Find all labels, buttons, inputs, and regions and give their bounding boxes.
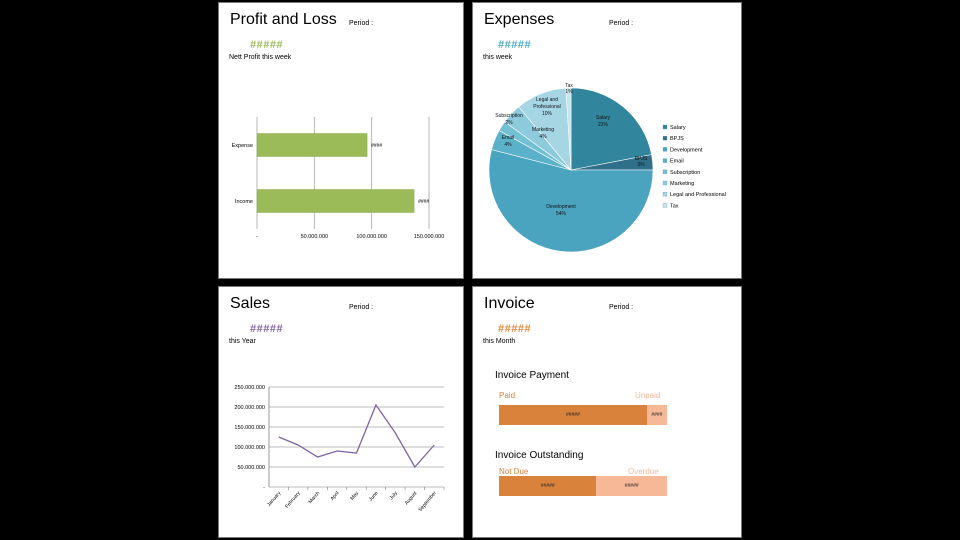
invoice-overdue-label: Overdue — [628, 467, 659, 476]
profit-loss-period-label: Period : — [349, 20, 374, 27]
invoice-payment-bar: ##### #### — [499, 405, 667, 425]
pie-slice — [570, 87, 652, 171]
line-x-tick-label: February — [284, 490, 302, 510]
pie-slice — [488, 149, 654, 253]
expenses-panel: Expenses Period : ##### this week Salary… — [472, 2, 742, 279]
legend-entry: Development — [670, 147, 703, 153]
legend-swatch — [662, 158, 668, 163]
legend-swatch — [662, 192, 668, 197]
sales-value: ##### — [250, 323, 284, 335]
pie-percent-label: 22% — [598, 122, 609, 128]
bar-data-label: #### — [418, 199, 429, 205]
line-y-tick-label: 150.000.000 — [234, 425, 265, 431]
sales-series-line — [278, 403, 435, 469]
invoice-overdue-segment: ##### — [596, 476, 667, 496]
legend-entry: Tax — [670, 203, 679, 209]
invoice-paid-segment: ##### — [499, 405, 647, 425]
legend-entry: Legal and Professional — [670, 192, 726, 198]
line-x-tick-label: May — [349, 490, 360, 501]
legend-swatch — [662, 136, 668, 141]
pie-percent-label: 4% — [539, 134, 547, 140]
legend-entry: Subscription — [670, 170, 700, 176]
invoice-title: Invoice — [484, 295, 535, 312]
bar-expense — [256, 133, 368, 157]
bar-category-label: Income — [235, 199, 253, 205]
bar-data-label: #### — [371, 143, 382, 149]
pie-percent-label: 4% — [504, 142, 512, 148]
expenses-subtitle: this week — [483, 54, 513, 61]
line-y-tick-label: 200.000.000 — [234, 405, 265, 411]
line-x-tick-label: January — [266, 490, 282, 508]
profit-loss-value: ##### — [250, 39, 284, 51]
sales-title: Sales — [230, 295, 271, 312]
legend-swatch — [662, 203, 668, 208]
line-x-tick-label: August — [404, 490, 419, 506]
invoice-payment-title: Invoice Payment — [495, 370, 569, 381]
expenses-value: ##### — [498, 39, 532, 51]
bar-x-tick-label: 100.000.000 — [356, 234, 387, 240]
bar-income — [256, 189, 415, 213]
legend-swatch — [662, 169, 668, 174]
line-x-tick-label: September — [417, 490, 438, 513]
pie-slice-label: Development — [546, 204, 576, 210]
pie-percent-label: 54% — [556, 211, 567, 217]
line-x-tick-label: June — [368, 490, 380, 502]
sales-period-label: Period : — [349, 304, 374, 311]
pie-slice-label: Email — [502, 135, 515, 141]
line-y-tick-label: - — [263, 485, 265, 491]
profit-loss-bar-chart: - 50.000.000 100.000.000 150.000.000 Expense… — [232, 117, 445, 240]
invoice-outstanding-title: Invoice Outstanding — [495, 450, 584, 461]
invoice-unpaid-segment: #### — [646, 405, 667, 425]
expenses-pie-chart: Salary22%BPJS3%Development54%Email4%Subs… — [488, 83, 726, 253]
legend-entry: BPJS — [670, 136, 684, 142]
sales-line-chart: - 50.000.000 100.000.000 150.000.000 200.000… — [234, 385, 445, 513]
line-x-tick-label: March — [308, 490, 322, 505]
invoice-period-label: Period : — [609, 304, 634, 311]
profit-loss-title: Profit and Loss — [230, 11, 337, 28]
expenses-title: Expenses — [484, 11, 555, 28]
pie-slice-label: Professional — [533, 104, 561, 110]
invoice-unpaid-label: Unpaid — [635, 391, 661, 400]
expenses-period-label: Period : — [609, 20, 634, 27]
profit-loss-panel: Profit and Loss Period : ##### Nett Prof… — [218, 2, 464, 279]
pie-percent-label: 2% — [505, 120, 513, 126]
legend-entry: Salary — [670, 125, 686, 131]
bar-category-label: Expense — [232, 143, 253, 149]
invoice-not-due-segment: ##### — [499, 476, 597, 496]
pie-slice-label: Salary — [596, 115, 611, 121]
legend-swatch — [662, 180, 668, 186]
profit-loss-subtitle: Nett Profit this week — [229, 54, 292, 61]
bar-x-tick-label: 50.000.000 — [301, 234, 329, 240]
line-y-tick-label: 250.000.000 — [234, 385, 265, 391]
bar-x-tick-label: 150.000.000 — [414, 234, 445, 240]
legend-swatch — [662, 124, 668, 130]
legend-entry: Marketing — [670, 181, 694, 187]
invoice-not-due-label: Not Due — [499, 467, 529, 476]
invoice-outstanding-bar: ##### ##### — [499, 476, 667, 496]
legend-swatch — [662, 147, 668, 152]
line-x-tick-label: April — [330, 490, 341, 502]
line-y-tick-label: 50.000.000 — [237, 465, 265, 471]
pie-slice-label: Marketing — [532, 127, 554, 133]
line-y-tick-label: 100.000.000 — [234, 445, 265, 451]
invoice-paid-label: Paid — [499, 391, 516, 400]
pie-slice-label: Tax — [565, 83, 573, 89]
pie-slice — [565, 87, 572, 171]
invoice-subtitle: this Month — [483, 338, 516, 345]
pie-percent-label: 10% — [542, 111, 553, 117]
pie-percent-label: 1% — [565, 89, 573, 95]
pie-slice-label: BPJS — [635, 156, 648, 162]
invoice-panel: Invoice Period : ##### this Month Invoic… — [472, 286, 742, 538]
pie-slice-label: Subscription — [495, 113, 523, 119]
sales-panel: Sales Period : ##### this Year - 50.000.0… — [218, 286, 464, 538]
invoice-value: ##### — [498, 323, 532, 335]
pie-slice-label: Legal and — [536, 97, 558, 103]
line-x-tick-label: July — [389, 490, 400, 501]
pie-percent-label: 3% — [637, 162, 645, 168]
sales-subtitle: this Year — [229, 338, 256, 345]
legend-entry: Email — [670, 159, 684, 165]
bar-x-tick-label: - — [256, 234, 258, 240]
